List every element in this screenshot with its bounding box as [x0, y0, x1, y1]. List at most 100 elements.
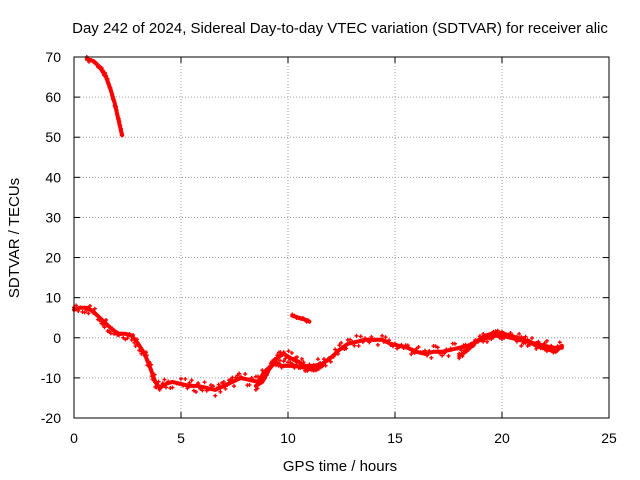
data-point: [463, 342, 468, 347]
data-point: [102, 325, 107, 330]
data-point: [321, 357, 326, 362]
data-point: [99, 66, 104, 71]
series-trace: [457, 328, 564, 361]
data-point: [280, 352, 285, 357]
data-point: [294, 355, 299, 360]
data-point: [491, 335, 496, 340]
data-point: [106, 82, 111, 87]
x-tick-label: 15: [387, 430, 403, 446]
data-point: [517, 336, 522, 341]
data-point: [134, 337, 139, 342]
data-point: [133, 344, 138, 349]
data-point: [112, 99, 117, 104]
data-point: [325, 358, 330, 363]
data-point: [485, 339, 490, 344]
data-point: [193, 389, 198, 394]
data-point: [123, 337, 128, 342]
data-point: [132, 340, 137, 345]
data-point: [318, 365, 323, 370]
data-point: [301, 360, 306, 365]
data-point: [405, 343, 410, 348]
data-point: [519, 335, 524, 340]
data-point: [318, 360, 323, 365]
data-point: [542, 341, 547, 346]
data-point: [397, 344, 402, 349]
data-point: [538, 342, 543, 347]
data-point: [414, 346, 419, 351]
data-point: [216, 382, 221, 387]
data-point: [553, 348, 558, 353]
data-point: [523, 334, 528, 339]
x-axis-ticks: 0 5 10 15 20 25: [70, 57, 617, 446]
data-point: [255, 386, 260, 391]
data-point: [110, 326, 115, 331]
data-point: [551, 350, 556, 355]
data-point: [529, 336, 534, 341]
data-point: [131, 333, 136, 338]
data-point: [275, 353, 280, 358]
data-point: [348, 337, 353, 342]
data-point: [291, 357, 296, 362]
data-point: [129, 337, 134, 342]
data-point: [269, 361, 274, 366]
data-point: [373, 337, 378, 342]
data-point: [166, 379, 171, 384]
data-point: [277, 358, 282, 363]
data-point: [94, 313, 99, 318]
data-point: [144, 350, 149, 355]
data-point: [78, 305, 83, 310]
data-point: [117, 119, 122, 124]
data-point: [74, 303, 79, 308]
data-point: [395, 346, 400, 351]
data-point: [521, 336, 526, 341]
data-point: [91, 310, 96, 315]
data-point: [189, 378, 194, 383]
x-axis-label: GPS time / hours: [283, 458, 397, 475]
data-point: [399, 342, 404, 347]
data-point: [313, 364, 318, 369]
series-trace: [290, 312, 312, 324]
data-point: [558, 345, 563, 350]
data-point: [156, 379, 161, 384]
data-point: [512, 337, 517, 342]
data-point: [290, 312, 295, 317]
data-point: [452, 341, 457, 346]
data-point: [506, 334, 511, 339]
data-point: [482, 336, 487, 341]
data-point: [334, 348, 339, 353]
data-point: [144, 353, 149, 358]
data-point: [154, 385, 159, 390]
data-point: [149, 362, 154, 367]
data-point: [218, 389, 223, 394]
chart-title: Day 242 of 2024, Sidereal Day-to-day VTE…: [72, 20, 608, 37]
data-point: [534, 346, 539, 351]
data-point: [196, 381, 201, 386]
data-point: [427, 348, 432, 353]
data-point: [191, 388, 196, 393]
data-point: [305, 368, 310, 373]
data-point: [390, 344, 395, 349]
data-point: [92, 306, 97, 311]
data-point: [208, 383, 213, 388]
y-tick-label: 60: [45, 89, 61, 105]
data-point: [476, 338, 481, 343]
data-point: [164, 385, 169, 390]
data-point: [237, 371, 242, 376]
data-point: [460, 354, 465, 359]
data-point: [425, 353, 430, 358]
data-point: [300, 315, 305, 320]
data-point: [311, 368, 316, 373]
data-point: [514, 334, 519, 339]
data-point: [276, 363, 281, 368]
data-point: [300, 364, 305, 369]
data-point: [103, 71, 108, 76]
data-point: [271, 362, 276, 367]
data-point: [86, 311, 91, 316]
data-point: [249, 375, 254, 380]
data-point: [363, 336, 368, 341]
y-tick-label: 30: [45, 209, 61, 225]
data-point: [339, 340, 344, 345]
data-point: [517, 331, 522, 336]
data-point: [367, 340, 372, 345]
data-point: [223, 386, 228, 391]
